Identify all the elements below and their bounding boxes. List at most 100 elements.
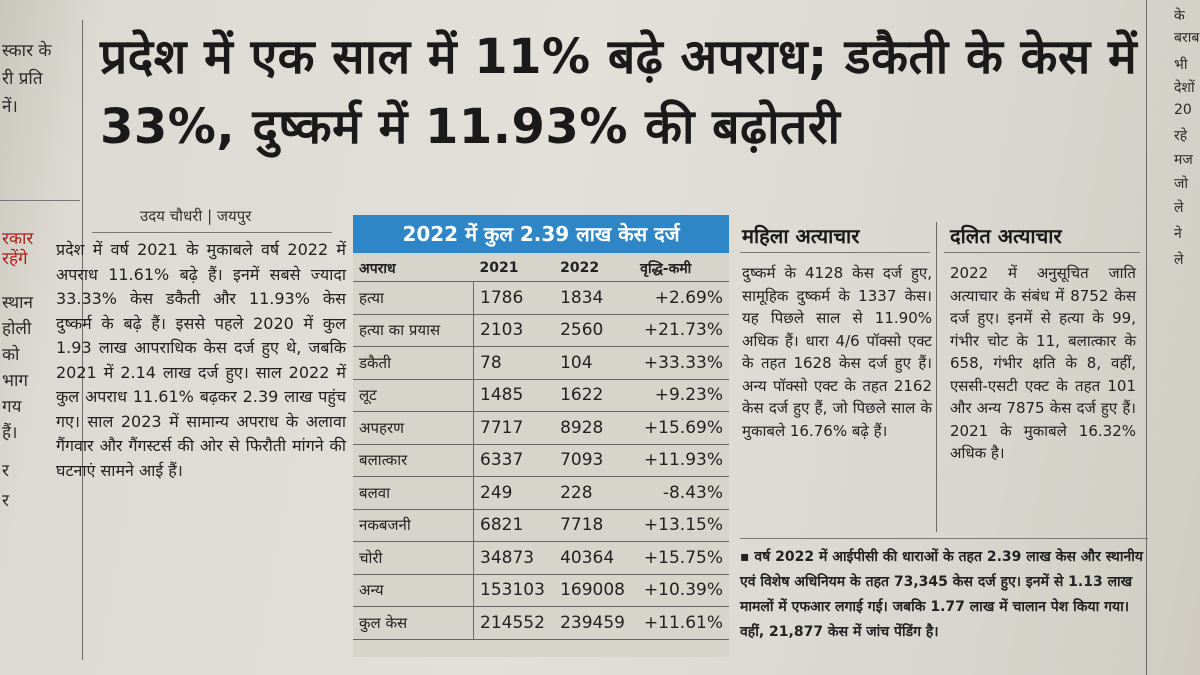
cases-2021: 78 bbox=[473, 346, 555, 380]
crime-name: डकैती bbox=[353, 346, 474, 380]
right-column-fragment: के बराब भी देशों 20 रहे मज जो ले ने ले bbox=[1148, 0, 1200, 675]
table-row: हत्या 1786 1834 +2.69% bbox=[353, 281, 729, 315]
col-header-2022: 2022 bbox=[554, 255, 635, 282]
cases-2021: 249 bbox=[473, 476, 555, 510]
table-row: बलात्कार 6337 7093 +11.93% bbox=[353, 444, 729, 477]
section-divider bbox=[0, 200, 80, 201]
left-fragment: हैं। bbox=[2, 423, 18, 443]
cases-2021: 34873 bbox=[473, 541, 555, 575]
cases-2021: 153103 bbox=[473, 574, 555, 607]
change-percent: +21.73% bbox=[634, 314, 729, 347]
left-fragment: रकार bbox=[2, 229, 34, 249]
left-fragment: स्थान bbox=[2, 293, 33, 313]
table-row-total: कुल केस 214552 239459 +11.61% bbox=[353, 606, 729, 640]
column-divider bbox=[936, 222, 937, 532]
crime-name: बलवा bbox=[353, 476, 474, 510]
change-percent: +2.69% bbox=[634, 281, 729, 315]
right-fragment: के bbox=[1174, 8, 1185, 24]
right-fragment: 20 bbox=[1174, 102, 1192, 118]
change-percent: +10.39% bbox=[634, 574, 729, 607]
cases-2021: 1786 bbox=[473, 281, 555, 315]
cases-2022: 40364 bbox=[554, 541, 635, 575]
cases-2021: 1485 bbox=[473, 379, 555, 412]
right-fragment: ने bbox=[1174, 226, 1182, 242]
cases-2022: 1834 bbox=[554, 281, 635, 315]
col-header-crime: अपराध bbox=[353, 255, 474, 282]
right-fragment: बराब bbox=[1174, 30, 1200, 46]
change-percent: +9.23% bbox=[634, 379, 729, 412]
women-atrocity-heading: महिला अत्याचार bbox=[742, 224, 860, 248]
right-fragment: भी bbox=[1174, 57, 1188, 73]
column-divider bbox=[82, 20, 83, 660]
cases-2022: 8928 bbox=[554, 411, 635, 445]
crime-name: हत्या का प्रयास bbox=[353, 314, 474, 347]
left-fragment: भाग bbox=[2, 371, 28, 391]
col-header-2021: 2021 bbox=[473, 255, 555, 282]
left-fragment: री प्रति bbox=[2, 69, 43, 89]
left-fragment: गय bbox=[2, 397, 22, 417]
cases-2022: 2560 bbox=[554, 314, 635, 347]
left-fragment: नें। bbox=[2, 97, 18, 117]
crime-name: लूट bbox=[353, 379, 474, 412]
table-header-row: अपराध 2021 2022 वृद्धि-कमी bbox=[353, 255, 729, 282]
crime-stats-table: अपराध 2021 2022 वृद्धि-कमी हत्या 1786 1834… bbox=[353, 255, 729, 640]
cases-2022: 169008 bbox=[554, 574, 635, 607]
crime-name: चोरी bbox=[353, 541, 474, 575]
crime-name: बलात्कार bbox=[353, 444, 474, 477]
byline: उदय चौधरी | जयपुर bbox=[140, 207, 252, 225]
column-divider bbox=[1146, 0, 1147, 675]
left-column-fragment: स्कार के री प्रति नें। रकार रहेंगे स्थान… bbox=[0, 0, 80, 675]
change-percent: +11.61% bbox=[634, 606, 729, 640]
crime-name: अन्य bbox=[353, 574, 474, 607]
crime-stats-table-box: 2022 में कुल 2.39 लाख केस दर्ज अपराध 202… bbox=[353, 215, 729, 657]
cases-2021: 2103 bbox=[473, 314, 555, 347]
table-row: हत्या का प्रयास 2103 2560 +21.73% bbox=[353, 314, 729, 347]
dalit-heading-rule bbox=[944, 252, 1140, 253]
change-percent: +13.15% bbox=[634, 509, 729, 542]
cases-2021: 6337 bbox=[473, 444, 555, 477]
crime-name: नकबजनी bbox=[353, 509, 474, 542]
dalit-atrocity-heading: दलित अत्याचार bbox=[950, 224, 1062, 248]
crime-name: कुल केस bbox=[353, 606, 474, 640]
right-fragment: ले bbox=[1174, 252, 1184, 268]
table-row: अपहरण 7717 8928 +15.69% bbox=[353, 411, 729, 445]
left-fragment: रहेंगे bbox=[2, 249, 28, 269]
byline-rule bbox=[92, 232, 332, 233]
cases-2022: 7093 bbox=[554, 444, 635, 477]
right-fragment: देशों bbox=[1174, 80, 1195, 96]
right-fragment: मज bbox=[1174, 152, 1193, 168]
right-fragment: ले bbox=[1174, 200, 1184, 216]
article-body: प्रदेश में वर्ष 2021 के मुकाबले वर्ष 202… bbox=[56, 240, 346, 480]
change-percent: +15.75% bbox=[634, 541, 729, 575]
change-percent: +33.33% bbox=[634, 346, 729, 380]
cases-2021: 7717 bbox=[473, 411, 555, 445]
change-percent: +15.69% bbox=[634, 411, 729, 445]
cases-2022: 1622 bbox=[554, 379, 635, 412]
dalit-atrocity-text: 2022 में अनुसूचित जाति अत्याचार के संबंध… bbox=[950, 264, 1136, 462]
women-atrocity-text: दुष्कर्म के 4128 केस दर्ज हुए, सामूहिक द… bbox=[742, 264, 932, 440]
change-percent: -8.43% bbox=[634, 476, 729, 510]
table-row: लूट 1485 1622 +9.23% bbox=[353, 379, 729, 412]
left-fragment: होली bbox=[2, 319, 32, 339]
left-fragment: को bbox=[2, 345, 20, 365]
left-fragment: र bbox=[2, 461, 9, 481]
crime-name: अपहरण bbox=[353, 411, 474, 445]
note-divider bbox=[740, 538, 1148, 539]
table-title: 2022 में कुल 2.39 लाख केस दर्ज bbox=[353, 215, 729, 253]
summary-note: ▪ वर्ष 2022 में आईपीसी की धाराओं के तहत … bbox=[740, 549, 1143, 640]
headline: प्रदेश में एक साल में 11% बढ़े अपराध; डक… bbox=[100, 29, 1138, 155]
table-row: चोरी 34873 40364 +15.75% bbox=[353, 541, 729, 575]
left-fragment: स्कार के bbox=[2, 41, 52, 61]
cases-2022: 7718 bbox=[554, 509, 635, 542]
women-heading-rule bbox=[740, 252, 930, 253]
cases-2021: 6821 bbox=[473, 509, 555, 542]
table-row: अन्य 153103 169008 +10.39% bbox=[353, 574, 729, 607]
cases-2021: 214552 bbox=[473, 606, 555, 640]
right-fragment: रहे bbox=[1174, 128, 1188, 144]
table-row: नकबजनी 6821 7718 +13.15% bbox=[353, 509, 729, 542]
cases-2022: 104 bbox=[554, 346, 635, 380]
left-fragment: र bbox=[2, 491, 9, 511]
change-percent: +11.93% bbox=[634, 444, 729, 477]
cases-2022: 239459 bbox=[554, 606, 635, 640]
